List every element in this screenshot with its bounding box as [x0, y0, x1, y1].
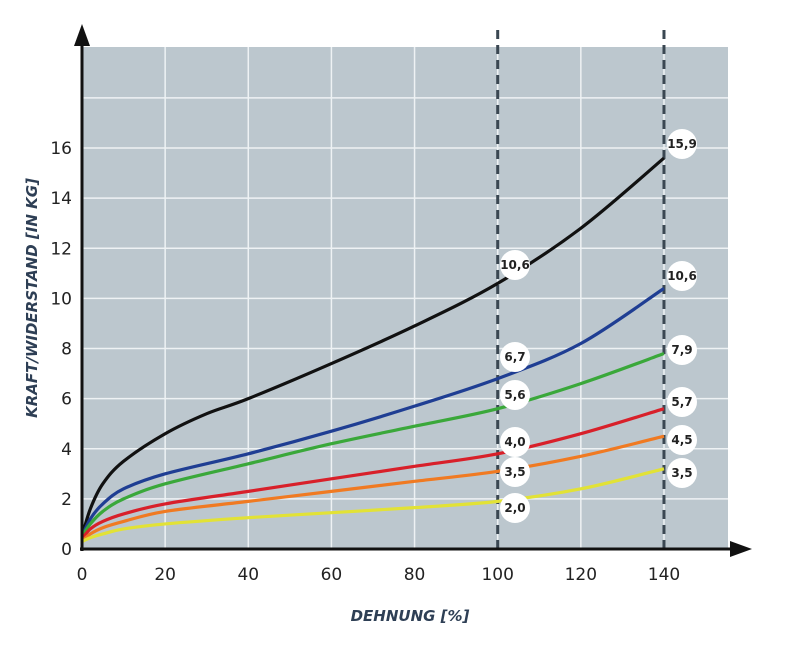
- data-label-bubble: [500, 457, 530, 487]
- y-tick-label: 14: [50, 189, 72, 209]
- x-axis-arrow-icon: [730, 541, 752, 557]
- x-tick-label: 100: [481, 565, 513, 585]
- data-label-bubble: [667, 387, 697, 417]
- data-label-bubble: [500, 427, 530, 457]
- data-label-bubble: [667, 458, 697, 488]
- data-label: 10,6: [667, 269, 697, 283]
- y-axis-title: KRAFT/WIDERSTAND [IN KG]: [23, 178, 41, 418]
- data-label-bubble: [500, 342, 530, 372]
- data-label: 5,6: [504, 388, 525, 402]
- x-tick-label: 140: [648, 565, 680, 585]
- x-axis-title: DEHNUNG [%]: [351, 607, 470, 625]
- series-group: [80, 156, 666, 543]
- y-tick-label: 8: [61, 340, 72, 360]
- series-line-blue: [80, 287, 665, 538]
- data-label: 3,5: [671, 466, 692, 480]
- data-label: 6,7: [504, 350, 525, 364]
- data-label-bubble: [667, 129, 697, 159]
- y-tick-label: 0: [61, 540, 72, 560]
- data-label: 10,6: [500, 258, 530, 272]
- x-tick-label: 40: [237, 565, 259, 585]
- data-label-bubble: [500, 380, 530, 410]
- data-label: 15,9: [667, 137, 697, 151]
- y-tick-label: 10: [50, 289, 72, 309]
- y-tick-label: 4: [61, 440, 72, 460]
- y-tick-label: 12: [50, 239, 72, 259]
- data-label-bubble: [667, 425, 697, 455]
- data-label: 2,0: [504, 501, 525, 515]
- x-tick-label: 120: [565, 565, 597, 585]
- series-line-red: [80, 407, 665, 540]
- data-label: 4,0: [504, 435, 525, 449]
- data-label: 5,7: [671, 395, 692, 409]
- data-label-bubble: [667, 335, 697, 365]
- x-tick-label: 20: [154, 565, 176, 585]
- y-tick-label: 6: [61, 390, 72, 410]
- data-label: 3,5: [504, 465, 525, 479]
- data-labels: 10,6 15,9 6,7 10,6 5,6 7,9 4,0 5,7 3,5 4,5 2,0 3,5: [500, 129, 697, 523]
- data-label: 7,9: [671, 343, 692, 357]
- data-label-bubble: [500, 250, 530, 280]
- data-label: 4,5: [671, 433, 692, 447]
- axes: [74, 24, 752, 557]
- x-tick-label: 0: [77, 565, 88, 585]
- y-axis-arrow-icon: [74, 24, 90, 46]
- tick-labels: 0 20 40 60 80 100 120 140 0 2 4 6 8 10 12 14 16: [50, 139, 680, 585]
- y-tick-label: 2: [61, 490, 72, 510]
- series-line-orange: [80, 434, 665, 543]
- x-tick-label: 60: [321, 565, 343, 585]
- series-line-yellow: [81, 467, 665, 543]
- data-label-bubble: [500, 493, 530, 523]
- data-label-bubble: [667, 261, 697, 291]
- series-line-green: [80, 352, 665, 538]
- x-tick-label: 80: [404, 565, 426, 585]
- y-tick-label: 16: [50, 139, 72, 159]
